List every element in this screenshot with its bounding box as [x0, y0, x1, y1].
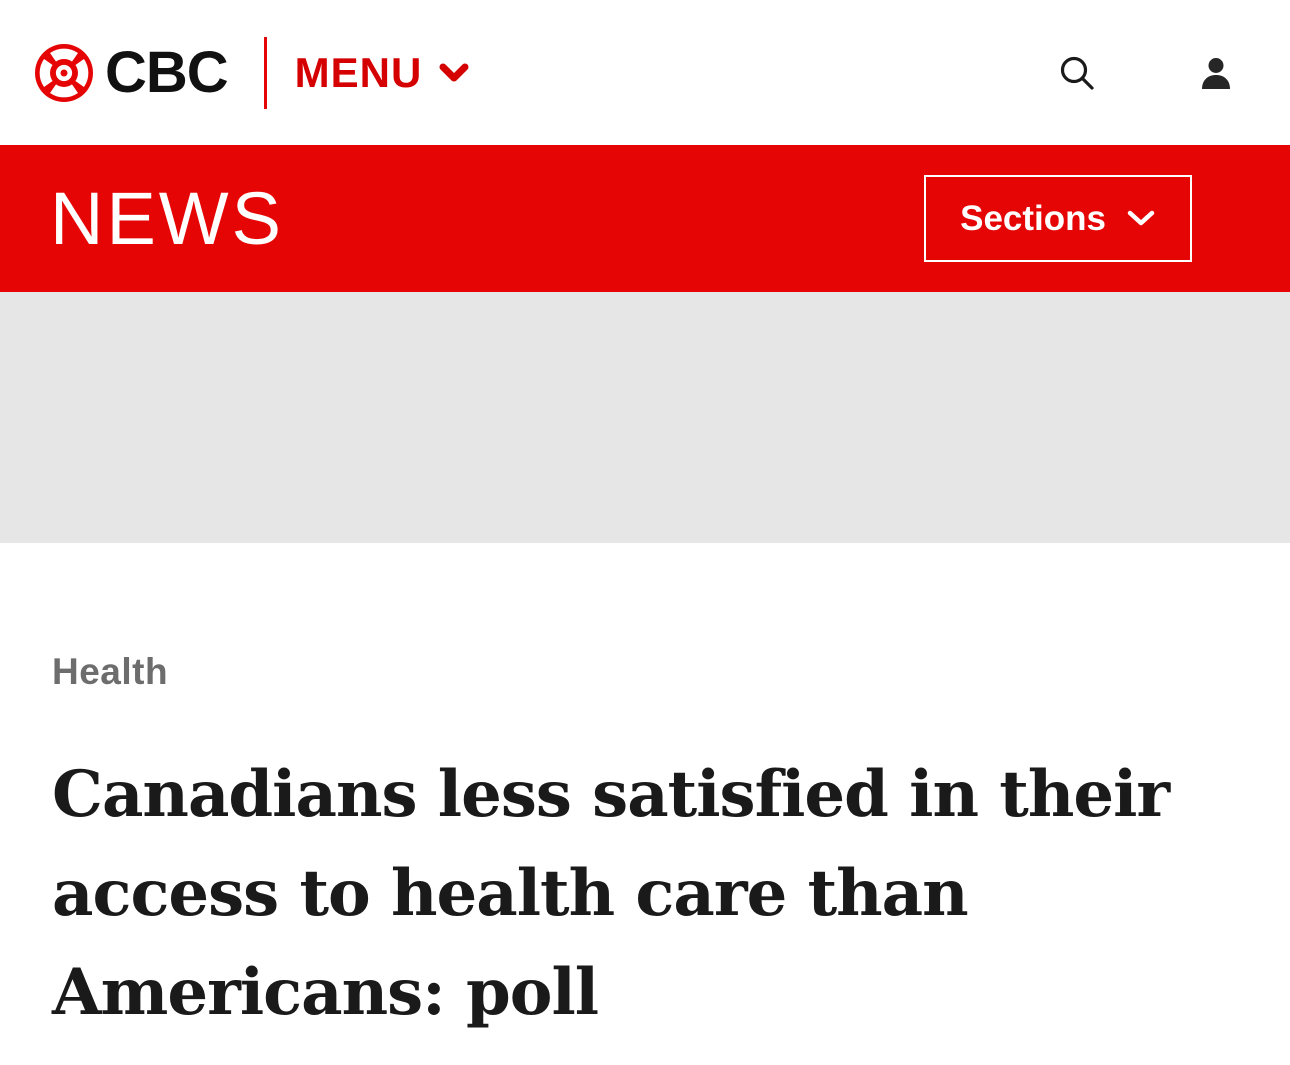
- article-headline: Canadians less satisfied in their access…: [52, 757, 1170, 1031]
- cbc-logo-text: CBC: [105, 39, 229, 105]
- category-link-health[interactable]: Health: [52, 651, 169, 692]
- news-section-title[interactable]: NEWS: [50, 176, 284, 260]
- menu-label: MENU: [294, 48, 423, 96]
- account-icon: [1202, 57, 1230, 89]
- chevron-down-icon: [1127, 210, 1155, 225]
- search-button[interactable]: [1050, 46, 1104, 100]
- header-divider: [263, 36, 267, 109]
- menu-button[interactable]: MENU: [294, 48, 471, 96]
- cbc-gem-icon: [35, 43, 93, 102]
- news-banner: NEWS Sections: [0, 145, 1290, 292]
- chevron-down-icon: [439, 63, 469, 81]
- search-icon: [1060, 56, 1094, 90]
- cbc-logo-link[interactable]: CBC: [35, 39, 229, 105]
- sections-button[interactable]: Sections: [924, 175, 1192, 262]
- sections-label: Sections: [960, 199, 1106, 238]
- article-area: Health Canadians less satisfied in their…: [0, 543, 1290, 1043]
- account-button[interactable]: [1190, 47, 1242, 99]
- ad-placeholder: [0, 292, 1290, 543]
- top-header: CBC MENU: [0, 0, 1290, 145]
